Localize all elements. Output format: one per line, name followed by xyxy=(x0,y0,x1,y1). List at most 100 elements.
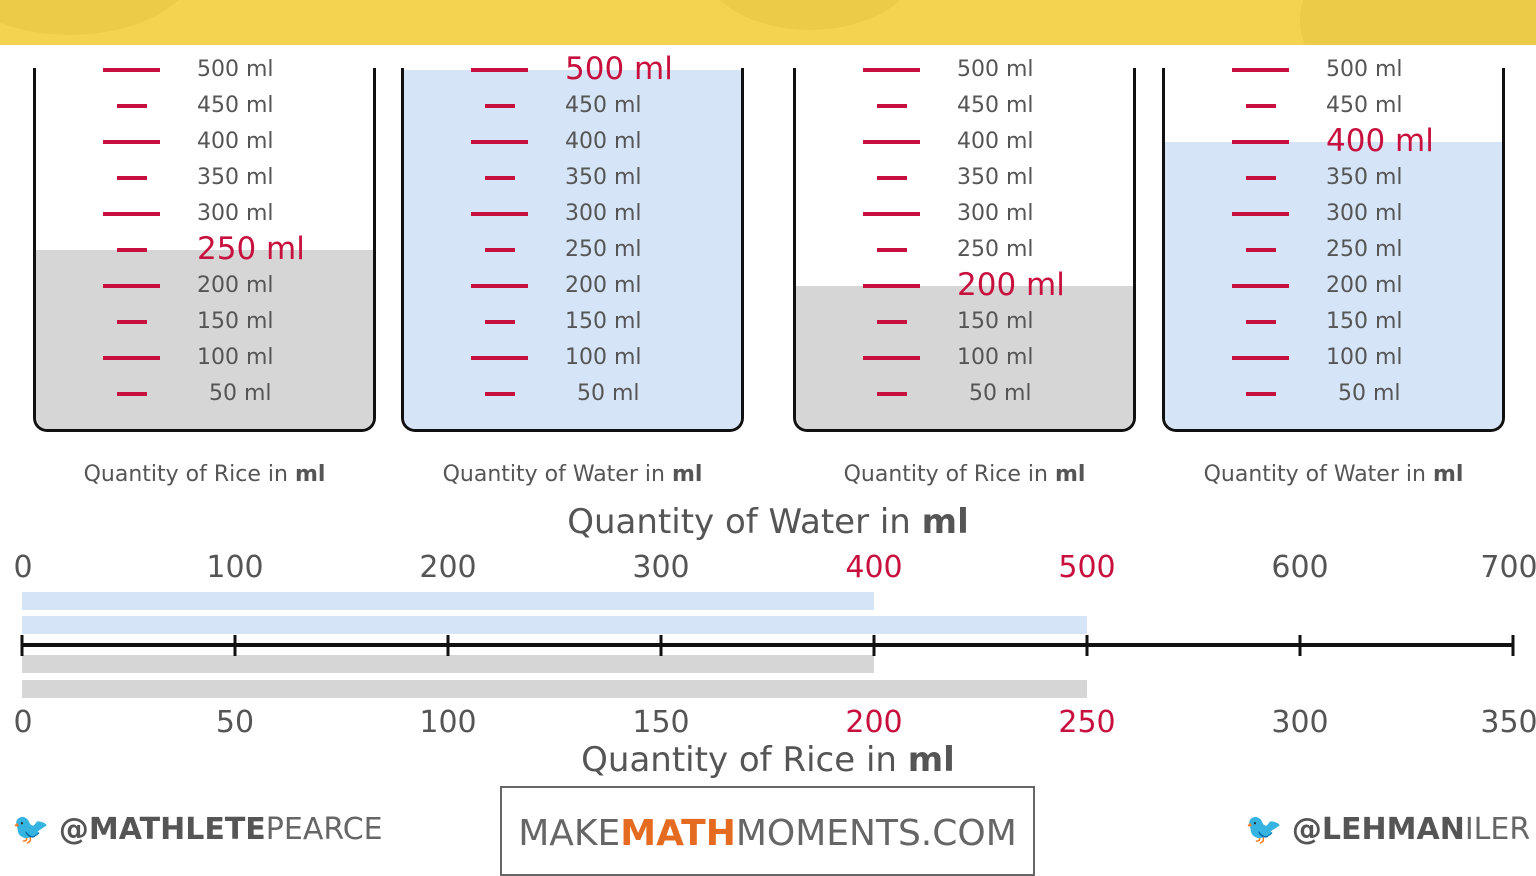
water-tick-label: 0 xyxy=(13,550,33,585)
scale-tick xyxy=(471,212,528,216)
scale-tick xyxy=(471,284,528,288)
scale-label: 500 ml xyxy=(1326,57,1403,82)
scale-label: 100 ml xyxy=(565,345,642,370)
scale-label: 200 ml xyxy=(565,273,642,298)
beaker-caption: Quantity of Rice in ml xyxy=(83,462,326,487)
scale-label: 500 ml xyxy=(565,51,673,87)
rice-fill xyxy=(796,286,1133,429)
scale-label: 350 ml xyxy=(1326,165,1403,190)
beaker-caption: Quantity of Rice in ml xyxy=(843,462,1086,487)
scale-tick xyxy=(877,392,907,396)
water-tick-label: 100 xyxy=(206,550,264,585)
scale-tick xyxy=(103,212,160,216)
scale-label: 450 ml xyxy=(197,93,274,118)
twitter-handle-left: 🐦 @MATHLETEPEARCE xyxy=(12,812,383,847)
scale-label: 400 ml xyxy=(957,129,1034,154)
beaker xyxy=(33,68,376,432)
scale-label: 350 ml xyxy=(197,165,274,190)
scale-tick xyxy=(863,68,920,72)
scale-tick xyxy=(863,356,920,360)
scale-tick xyxy=(1246,176,1276,180)
scale-tick xyxy=(863,140,920,144)
scale-label: 250 ml xyxy=(957,237,1034,262)
rice-tick-label: 50 xyxy=(215,705,255,740)
scale-tick xyxy=(471,68,528,72)
scale-tick xyxy=(485,320,515,324)
scale-label: 300 ml xyxy=(565,201,642,226)
scale-tick xyxy=(117,320,147,324)
scale-label: 250 ml xyxy=(1326,237,1403,262)
rice-axis-title: Quantity of Rice in ml xyxy=(581,740,955,780)
scale-label: 450 ml xyxy=(1326,93,1403,118)
top-banner xyxy=(0,0,1536,45)
water-tick-label: 300 xyxy=(632,550,690,585)
beaker-caption: Quantity of Water in ml xyxy=(442,462,703,487)
scale-tick xyxy=(117,248,147,252)
scale-tick xyxy=(103,284,160,288)
scale-label: 50 ml xyxy=(209,381,272,406)
scale-label: 400 ml xyxy=(197,129,274,154)
scale-tick xyxy=(1246,392,1276,396)
water-tick-label: 600 xyxy=(1271,550,1329,585)
scale-label: 300 ml xyxy=(197,201,274,226)
scale-tick xyxy=(471,140,528,144)
rice-tick-label: 350 xyxy=(1480,705,1536,740)
rice-tick-label: 150 xyxy=(632,705,690,740)
scale-label: 300 ml xyxy=(957,201,1034,226)
banner-decoration xyxy=(1300,0,1536,45)
scale-tick xyxy=(117,104,147,108)
scale-tick xyxy=(1232,356,1289,360)
scale-label: 350 ml xyxy=(565,165,642,190)
scale-tick xyxy=(103,140,160,144)
scale-label: 450 ml xyxy=(565,93,642,118)
scale-tick xyxy=(863,284,920,288)
scale-tick xyxy=(471,356,528,360)
scale-tick xyxy=(1232,140,1289,144)
scale-label: 500 ml xyxy=(197,57,274,82)
scale-tick xyxy=(485,104,515,108)
beaker-caption: Quantity of Water in ml xyxy=(1203,462,1464,487)
water-bar xyxy=(22,616,1087,634)
scale-label: 250 ml xyxy=(565,237,642,262)
scale-label: 450 ml xyxy=(957,93,1034,118)
scale-tick xyxy=(117,392,147,396)
scale-tick xyxy=(103,68,160,72)
scale-label: 250 ml xyxy=(197,231,305,267)
scale-label: 150 ml xyxy=(957,309,1034,334)
rice-fill xyxy=(36,250,373,429)
rice-tick-label: 0 xyxy=(13,705,33,740)
scale-label: 200 ml xyxy=(1326,273,1403,298)
scale-tick xyxy=(877,104,907,108)
water-fill xyxy=(1165,142,1502,429)
scale-tick xyxy=(1246,248,1276,252)
beaker xyxy=(793,68,1136,432)
rice-tick-label: 200 xyxy=(845,705,903,740)
rice-tick-label: 100 xyxy=(419,705,477,740)
scale-tick xyxy=(1232,68,1289,72)
scale-tick xyxy=(1246,104,1276,108)
scale-tick xyxy=(485,392,515,396)
scale-label: 150 ml xyxy=(1326,309,1403,334)
scale-label: 500 ml xyxy=(957,57,1034,82)
scale-tick xyxy=(485,176,515,180)
water-tick-label: 500 xyxy=(1058,550,1116,585)
water-fill xyxy=(404,70,741,429)
scale-label: 400 ml xyxy=(565,129,642,154)
scale-tick xyxy=(877,176,907,180)
twitter-bird-icon: 🐦 xyxy=(1245,812,1283,847)
rice-bar xyxy=(22,655,874,673)
scale-label: 50 ml xyxy=(1338,381,1401,406)
water-tick-label: 200 xyxy=(419,550,477,585)
twitter-handle-right: 🐦 @LEHMANILER xyxy=(1245,812,1531,847)
beaker xyxy=(1162,68,1505,432)
scale-tick xyxy=(103,356,160,360)
scale-label: 300 ml xyxy=(1326,201,1403,226)
scale-tick xyxy=(1232,284,1289,288)
scale-label: 100 ml xyxy=(1326,345,1403,370)
scale-tick xyxy=(1246,320,1276,324)
beaker xyxy=(401,68,744,432)
water-tick-label: 400 xyxy=(845,550,903,585)
rice-bar xyxy=(22,680,1087,698)
scale-label: 350 ml xyxy=(957,165,1034,190)
rice-tick-label: 250 xyxy=(1058,705,1116,740)
